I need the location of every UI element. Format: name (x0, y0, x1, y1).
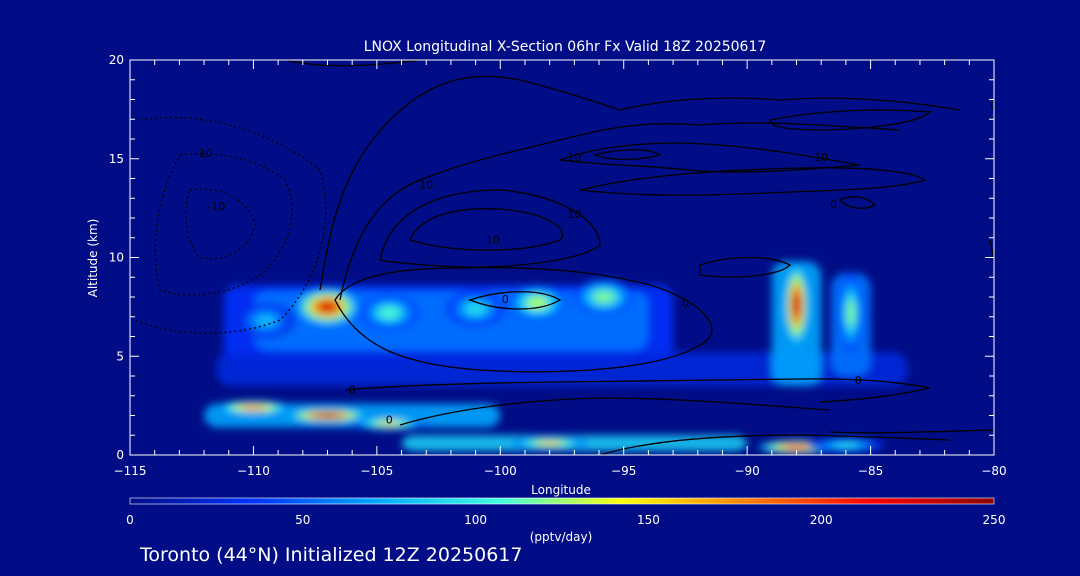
colorbar-tick-label: 150 (637, 513, 660, 527)
contour-label: 10 (419, 178, 433, 191)
heatmap-peak (314, 413, 341, 418)
contour-line (185, 188, 256, 260)
heatmap-cell (216, 352, 908, 386)
heatmap-peak (846, 299, 855, 327)
contour-label: 0 (386, 413, 393, 426)
contour-label: 0 (349, 384, 356, 397)
contour-line (319, 75, 961, 291)
colorbar-ticks: 0 50 100 150 200 250 (126, 513, 1005, 527)
contour-label: -10 (195, 147, 213, 160)
colorbar-label: (pptv/day) (530, 530, 593, 544)
heatmap-peak (783, 444, 810, 450)
heatmap-peak (255, 314, 276, 327)
contour-line (468, 291, 562, 310)
contour-line (334, 266, 713, 373)
colorbar-tick-label: 50 (295, 513, 310, 527)
x-tick-label: −100 (484, 464, 517, 478)
colorbar-tick-label: 0 (126, 513, 134, 527)
axes: −115 −110 −105 −100 −95 −90 −85 −80 0 5 10 15 20 (109, 53, 1007, 478)
contour-label: 0 (682, 297, 689, 310)
y-axis-label: Altitude (km) (86, 219, 100, 298)
contour-line (592, 149, 662, 161)
heatmap-peak (593, 290, 615, 304)
y-tick-label: 20 (109, 53, 124, 67)
contour-line (344, 378, 931, 403)
colorbar-gradient (129, 497, 995, 505)
x-tick-label: −115 (114, 464, 147, 478)
contour-label: -10 (207, 200, 225, 213)
contour-line (284, 60, 421, 67)
contour-lines (134, 60, 994, 455)
contour-line (399, 397, 831, 426)
x-tick-label: −95 (611, 464, 636, 478)
contour-line (379, 189, 601, 268)
colorbar-tick-label: 100 (464, 513, 487, 527)
contour-line (699, 256, 792, 278)
footer-info: Toronto (44°N) Initialized 12Z 20250617 (139, 544, 523, 566)
x-tick-label: −90 (734, 464, 759, 478)
contour-line (989, 239, 994, 261)
contour-label: 0 (502, 293, 509, 306)
heatmap-peak (240, 405, 267, 410)
contour-line (134, 116, 327, 334)
contour-label: 0 (830, 198, 837, 211)
y-tick-label: 15 (109, 152, 124, 166)
heatmap-peak (792, 291, 801, 319)
contour-line (829, 429, 994, 434)
contour-line (154, 153, 293, 296)
contour-line (579, 167, 927, 196)
contour-label: 0 (991, 99, 998, 112)
chart-title: LNOX Longitudinal X-Section 06hr Fx Vali… (364, 39, 767, 55)
plot-frame (129, 59, 995, 456)
y-tick-label: 0 (116, 448, 124, 462)
heatmap-peak (317, 300, 338, 313)
heatmap-peak (527, 296, 548, 310)
heatmap-peak (379, 306, 400, 319)
x-axis-label: Longitude (531, 483, 591, 497)
contour-label: 10 (567, 151, 581, 164)
heatmap-field (204, 261, 908, 455)
contour-line (409, 208, 563, 251)
colorbar: 0 50 100 150 200 250 (pptv/day) (126, 497, 1005, 544)
y-tick-label: 5 (116, 349, 124, 363)
heatmap-peak (536, 440, 563, 446)
contour-line (559, 142, 861, 173)
contour-label: 10 (567, 208, 581, 221)
x-tick-label: −110 (237, 464, 270, 478)
contour-labels: 0 10 10 10 -10 -10 10 10 0 0 0 0 0 0 (195, 99, 998, 426)
contour-label: 10 (814, 151, 828, 164)
heatmap-peak (376, 421, 403, 426)
contour-line (769, 109, 932, 131)
x-tick-label: −85 (858, 464, 883, 478)
contour-line (838, 196, 877, 209)
x-tick-label: −80 (981, 464, 1006, 478)
contour-label: 0 (855, 374, 862, 387)
heatmap-peak (832, 442, 859, 448)
colorbar-tick-label: 250 (983, 513, 1006, 527)
contour-line (599, 434, 951, 455)
plot-area: 0 10 10 10 -10 -10 10 10 0 0 0 0 0 0 (134, 60, 998, 455)
x-tick-label: −105 (360, 464, 393, 478)
heatmap-peak (465, 302, 486, 315)
y-tick-label: 10 (109, 251, 124, 265)
contour-label: 10 (486, 234, 500, 247)
colorbar-tick-label: 200 (810, 513, 833, 527)
